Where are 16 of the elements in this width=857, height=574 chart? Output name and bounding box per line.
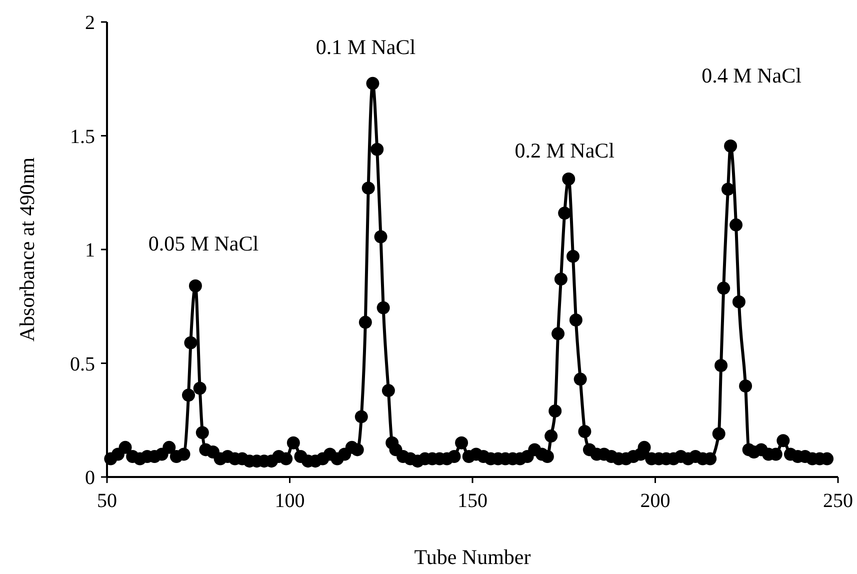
x-tick-label: 50 (97, 490, 117, 512)
y-tick-label: 0 (85, 467, 95, 489)
x-axis-title: Tube Number (414, 545, 531, 569)
annotation: 0.4 M NaCl (702, 63, 802, 88)
y-tick-label: 1 (85, 240, 95, 262)
x-tick-label: 200 (640, 490, 670, 512)
y-tick-label: 2 (85, 12, 95, 34)
y-tick-label: 1.5 (70, 126, 95, 148)
x-tick-label: 100 (274, 490, 305, 512)
y-tick-label: 0.5 (70, 353, 95, 376)
x-tick-label: 250 (823, 490, 853, 512)
annotation: 0.1 M NaCl (316, 34, 416, 59)
annotation: 0.05 M NaCl (148, 231, 259, 256)
y-axis-title: Absorbance at 490nm (15, 157, 39, 342)
annotation: 0.2 M NaCl (514, 138, 615, 162)
x-tick-label: 150 (458, 490, 488, 512)
